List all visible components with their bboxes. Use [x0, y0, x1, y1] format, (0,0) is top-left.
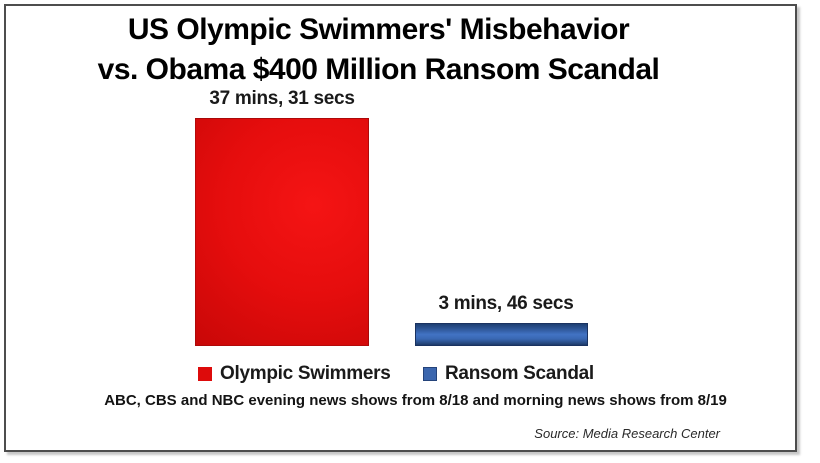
chart-title: US Olympic Swimmers' Misbehavior vs. Oba…: [6, 10, 795, 90]
legend-swatch-red-icon: [198, 367, 212, 381]
legend-label-olympic-swimmers: Olympic Swimmers: [220, 363, 391, 384]
legend-swatch-blue-icon: [423, 367, 437, 381]
source-note: Source: Media Research Center: [534, 426, 720, 441]
value-label-ransom-scandal: 3 mins, 46 secs: [438, 293, 574, 314]
plot-area: 37 mins, 31 secs 3 mins, 46 secs: [6, 6, 795, 346]
chart-title-line1: US Olympic Swimmers' Misbehavior: [127, 13, 630, 46]
legend-item-olympic-swimmers: Olympic Swimmers: [198, 363, 391, 385]
bar-ransom-scandal: [415, 323, 588, 346]
legend-item-ransom-scandal: Ransom Scandal: [423, 363, 594, 385]
chart-footnote: ABC, CBS and NBC evening news shows from…: [104, 392, 727, 409]
chart-frame: 37 mins, 31 secs 3 mins, 46 secs US Olym…: [4, 4, 797, 452]
legend: Olympic Swimmers Ransom Scandal: [6, 363, 795, 389]
legend-label-ransom-scandal: Ransom Scandal: [445, 363, 594, 384]
value-label-olympic-swimmers: 37 mins, 31 secs: [209, 88, 355, 109]
bar-olympic-swimmers: [195, 118, 369, 346]
chart-title-line2: vs. Obama $400 Million Ransom Scandal: [97, 53, 660, 86]
